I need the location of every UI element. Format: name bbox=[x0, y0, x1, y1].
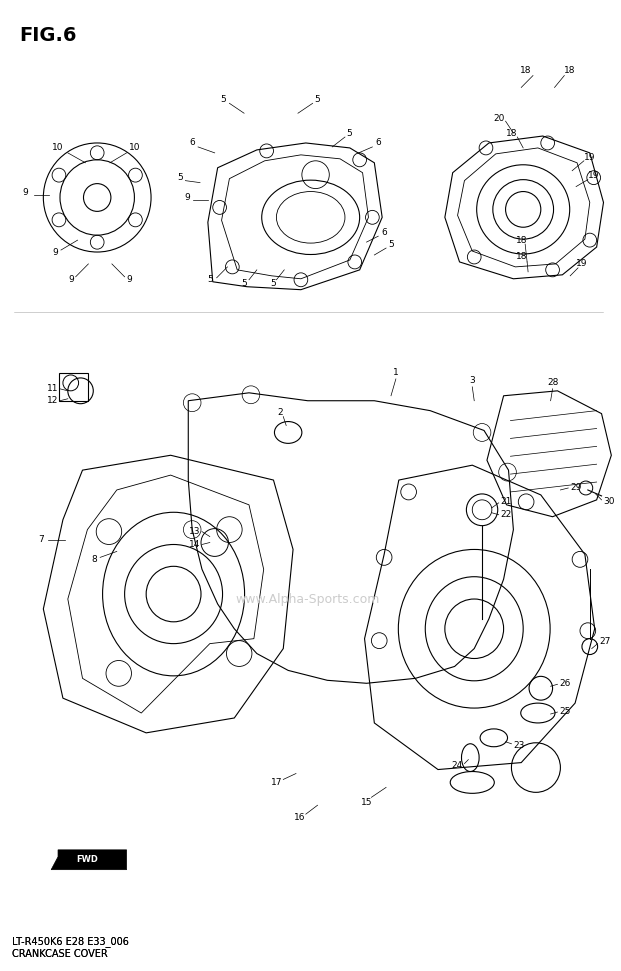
Text: 11: 11 bbox=[47, 385, 58, 393]
Text: 7: 7 bbox=[39, 535, 44, 544]
Text: 12: 12 bbox=[47, 396, 58, 405]
Text: 30: 30 bbox=[604, 497, 615, 506]
Text: 24: 24 bbox=[451, 761, 463, 770]
Text: 15: 15 bbox=[361, 798, 372, 807]
Text: 26: 26 bbox=[560, 679, 571, 687]
Text: 6: 6 bbox=[189, 139, 195, 148]
Text: 5: 5 bbox=[346, 128, 351, 138]
Text: 16: 16 bbox=[294, 813, 306, 821]
Text: 18: 18 bbox=[520, 66, 532, 75]
Text: 29: 29 bbox=[570, 484, 582, 492]
Text: 18: 18 bbox=[515, 252, 527, 261]
Text: 10: 10 bbox=[52, 144, 64, 152]
Text: 28: 28 bbox=[547, 379, 558, 387]
Text: www.Alpha-Sports.com: www.Alpha-Sports.com bbox=[235, 592, 380, 606]
Text: 18: 18 bbox=[505, 128, 517, 138]
Text: 9: 9 bbox=[23, 188, 29, 197]
Text: 9: 9 bbox=[127, 276, 132, 285]
Text: 2: 2 bbox=[278, 408, 283, 418]
Text: 5: 5 bbox=[178, 173, 183, 183]
Text: 5: 5 bbox=[315, 95, 320, 104]
Text: 23: 23 bbox=[514, 741, 525, 751]
Text: 19: 19 bbox=[584, 153, 596, 162]
Text: 18: 18 bbox=[564, 66, 576, 75]
Text: 9: 9 bbox=[68, 276, 74, 285]
Text: 6: 6 bbox=[375, 139, 381, 148]
Text: 6: 6 bbox=[381, 227, 387, 237]
Text: 8: 8 bbox=[91, 554, 97, 564]
Text: 9: 9 bbox=[52, 248, 58, 256]
Text: LT-R450K6 E28 E33_006: LT-R450K6 E28 E33_006 bbox=[12, 936, 129, 947]
Text: 21: 21 bbox=[501, 497, 512, 506]
Text: 3: 3 bbox=[469, 377, 475, 385]
Text: 17: 17 bbox=[271, 778, 282, 787]
Text: FIG.6: FIG.6 bbox=[19, 26, 76, 45]
Text: 13: 13 bbox=[189, 527, 200, 536]
Text: 18: 18 bbox=[515, 236, 527, 245]
Text: 5: 5 bbox=[207, 276, 213, 285]
Text: 1: 1 bbox=[393, 368, 399, 378]
Text: 27: 27 bbox=[600, 637, 611, 646]
Text: LT-R450K6 E28 E33_006: LT-R450K6 E28 E33_006 bbox=[12, 936, 129, 947]
Text: 22: 22 bbox=[501, 510, 512, 519]
Text: 9: 9 bbox=[184, 193, 190, 202]
Text: 19: 19 bbox=[588, 171, 599, 181]
Text: 5: 5 bbox=[388, 240, 394, 249]
Polygon shape bbox=[51, 850, 127, 870]
Text: 5: 5 bbox=[220, 95, 227, 104]
Text: CRANKCASE COVER: CRANKCASE COVER bbox=[12, 949, 108, 959]
Text: 5: 5 bbox=[241, 280, 247, 288]
Text: 14: 14 bbox=[189, 540, 200, 549]
Text: 5: 5 bbox=[271, 280, 276, 288]
Text: FWD: FWD bbox=[76, 855, 98, 864]
Text: 25: 25 bbox=[560, 707, 571, 716]
Text: 20: 20 bbox=[493, 114, 504, 122]
Text: CRANKCASE COVER: CRANKCASE COVER bbox=[12, 949, 108, 959]
Text: 19: 19 bbox=[576, 259, 587, 268]
Text: 10: 10 bbox=[129, 144, 140, 152]
